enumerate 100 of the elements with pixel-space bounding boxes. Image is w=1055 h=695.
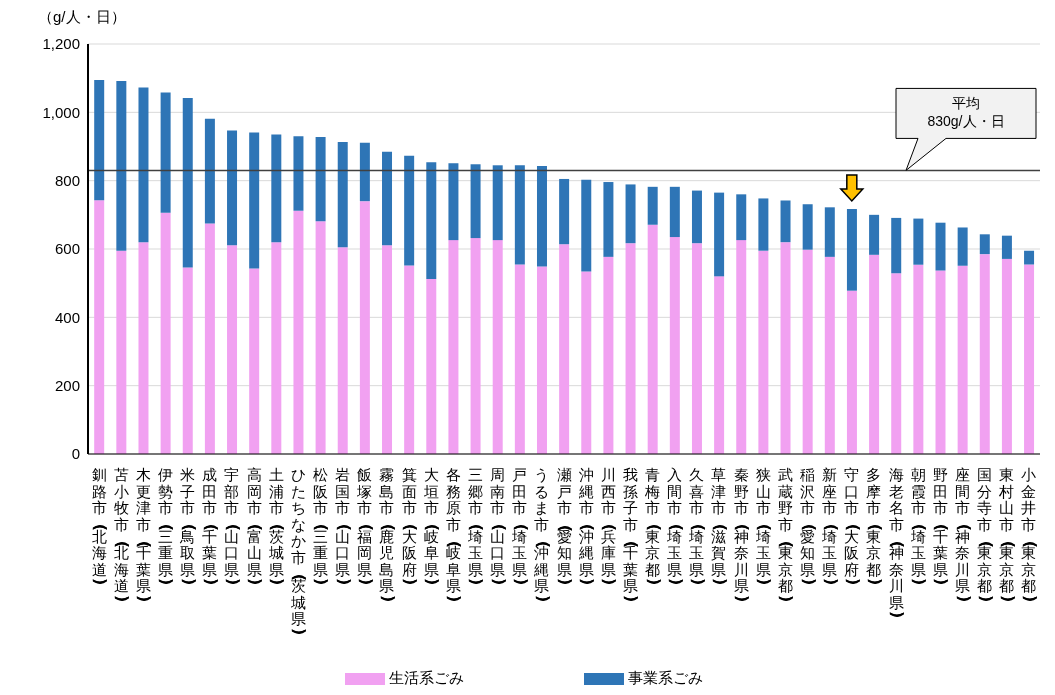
bar: [979, 234, 990, 255]
bar: [315, 136, 326, 222]
bar: [581, 271, 592, 454]
bar: [669, 186, 680, 238]
x-tick-label: 箕面市（大阪府）: [401, 466, 421, 594]
x-tick-label: 高岡市（富山県）: [246, 466, 266, 594]
bar: [94, 79, 105, 201]
y-tick-label: 200: [54, 376, 80, 394]
bar: [559, 178, 570, 245]
bar: [802, 204, 813, 250]
bar: [426, 279, 437, 454]
bar: [227, 245, 238, 454]
bar: [1001, 235, 1012, 259]
bar: [691, 243, 702, 454]
bar: [138, 242, 149, 454]
bar: [116, 250, 127, 454]
bar: [824, 207, 835, 257]
x-tick-label: 成田市（千葉県）: [202, 466, 221, 594]
bar: [846, 290, 857, 454]
category-label: 武蔵野市（東京都）: [777, 466, 797, 610]
x-tick-label: 大垣市（岐阜県）: [422, 466, 443, 594]
bar: [271, 242, 282, 454]
x-tick-label: 野田市（千葉県）: [932, 466, 952, 594]
y-tick-label: 1,200: [42, 35, 80, 53]
bar: [182, 267, 193, 454]
bar: [448, 163, 459, 241]
bar: [249, 268, 260, 454]
bar: [514, 165, 525, 265]
bar: [492, 165, 503, 241]
x-tick-label: 伊勢市（三重県）: [157, 466, 177, 594]
bar: [736, 194, 747, 241]
x-tick-label: 飯塚市（福岡県）: [356, 466, 376, 594]
category-label: うるま市（沖縄県）: [534, 466, 553, 610]
bar: [315, 221, 326, 454]
bar: [536, 266, 547, 454]
x-tick-label: 朝霞市（埼玉県）: [909, 466, 930, 594]
legend-label: 事業系ごみ: [627, 669, 703, 688]
x-tick-label: 瀬戸市（愛知県）: [556, 466, 575, 594]
bar: [869, 254, 880, 454]
x-tick-label: 草津市（滋賀県）: [711, 466, 730, 594]
category-label: 海老名市（神奈川県）: [888, 466, 908, 627]
x-tick-label: 宇部市（山口県）: [224, 466, 243, 594]
bar: [382, 245, 393, 454]
bar: [1001, 258, 1012, 454]
x-tick-label: 守口市（大阪府）: [844, 466, 863, 594]
category-label: 各務原市（岐阜県）: [445, 466, 465, 610]
y-tick-label: 600: [54, 240, 80, 258]
bar: [337, 142, 348, 248]
bar: [913, 264, 924, 454]
category-label: 木更津市（千葉県）: [135, 466, 155, 610]
bar: [869, 214, 880, 255]
bar: [204, 223, 215, 454]
bar: [647, 186, 658, 225]
bar: [227, 130, 238, 246]
x-tick-label: 沖縄市（沖縄県）: [577, 466, 598, 594]
bar: [758, 198, 769, 251]
bar: [669, 237, 680, 454]
bar: [293, 136, 304, 211]
x-tick-label: 入間市（埼玉県）: [666, 466, 686, 594]
y-tick-label: 1,000: [42, 103, 80, 121]
bar: [625, 243, 636, 454]
category-label: 小金井市（東京都）: [1021, 466, 1040, 610]
bar: [337, 247, 348, 454]
x-tick-label: 釧路市（北海道）: [91, 466, 111, 594]
bar: [891, 273, 902, 454]
x-tick-label: 松阪市（三重県）: [312, 466, 332, 594]
x-tick-label: 戸田市（埼玉県）: [511, 466, 531, 594]
bar: [714, 276, 725, 454]
legend-label: 生活系ごみ: [388, 669, 464, 688]
bar: [935, 222, 946, 271]
bar: [448, 240, 459, 454]
y-axis-title: （g/人・日）: [38, 8, 126, 27]
bar: [559, 244, 570, 454]
bar: [913, 218, 924, 265]
bar: [891, 217, 902, 274]
x-tick-label: 稲沢市（愛知県）: [800, 466, 819, 594]
bar: [935, 270, 946, 454]
x-tick-label: 周南市（山口県）: [490, 466, 509, 594]
x-tick-label: 青梅市（東京都）: [644, 466, 664, 594]
bar: [1024, 264, 1035, 454]
bar: [359, 142, 370, 202]
category-label: 霧島市（鹿児島県）: [379, 466, 398, 610]
bar: [536, 165, 547, 267]
bar: [647, 224, 658, 454]
bar: [492, 240, 503, 454]
x-tick-label: 米子市（鳥取県）: [179, 466, 199, 594]
bar: [116, 80, 127, 251]
y-tick-label: 0: [71, 445, 80, 463]
bar: [404, 155, 415, 266]
bar: [957, 227, 968, 266]
bar: [802, 249, 813, 454]
bar: [404, 265, 415, 454]
x-tick-label: 久喜市（埼玉県）: [688, 466, 708, 594]
bar: [758, 250, 769, 454]
bar: [714, 192, 725, 277]
bar: [979, 254, 990, 454]
bar: [780, 242, 791, 454]
bar: [138, 87, 149, 243]
bar: [691, 190, 702, 244]
x-tick-label: 三郷市（埼玉県）: [466, 466, 487, 594]
